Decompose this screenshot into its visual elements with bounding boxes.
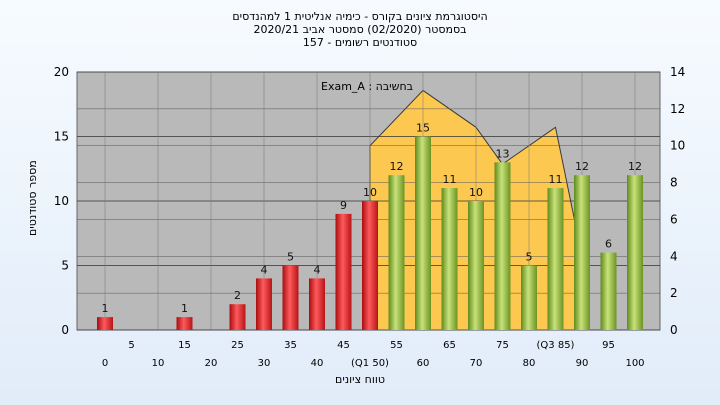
- x-tick-label-lower: 60: [417, 358, 430, 369]
- bar-label-100: 12: [628, 160, 642, 173]
- x-tick-label-lower: 0: [102, 358, 108, 369]
- y2-tick-label: 6: [670, 212, 678, 226]
- bar-label-45: 9: [340, 199, 347, 212]
- x-tick-label-upper: 15: [178, 340, 191, 351]
- bar-label-55: 12: [390, 160, 404, 173]
- x-tick-label-upper: 95: [602, 340, 615, 351]
- bar-label-0: 1: [102, 302, 109, 315]
- bar-75: [494, 162, 511, 330]
- bar-85: [547, 188, 564, 330]
- bar-label-25: 2: [234, 289, 241, 302]
- y-axis-label: מספר סטודנטים: [26, 160, 39, 236]
- y2-tick-label: 4: [670, 249, 678, 263]
- chart-subtitle-semester: בסמסטר (02/2020) סמסטר אביב 2020/21: [253, 23, 467, 36]
- y-tick-label: 0: [61, 323, 69, 337]
- bar-45: [335, 213, 352, 330]
- bar-label-40: 4: [314, 263, 321, 276]
- bar-50: [362, 201, 378, 330]
- bar-90: [574, 175, 590, 330]
- x-tick-label-upper: 45: [337, 340, 350, 351]
- x-tick-label-lower: 90: [576, 358, 589, 369]
- x-tick-label-upper: (Q3 85): [537, 340, 575, 351]
- bar-label-15: 1: [181, 302, 188, 315]
- bar-70: [468, 201, 484, 330]
- bar-label-70: 10: [469, 186, 483, 199]
- bar-30: [256, 278, 272, 330]
- bar-60: [415, 136, 431, 330]
- bar-15: [176, 317, 193, 330]
- x-tick-label-upper: 5: [128, 340, 134, 351]
- y2-tick-label: 0: [670, 323, 678, 337]
- x-tick-label-lower: 40: [311, 358, 324, 369]
- bar-label-80: 5: [526, 251, 533, 264]
- y-tick-label: 10: [54, 194, 69, 208]
- chart-title: היסטוגרמת ציונים בקורס - כימיה אנליטית 1…: [232, 10, 488, 23]
- bar-55: [388, 175, 405, 330]
- x-tick-label-upper: 65: [443, 340, 456, 351]
- x-tick-label-upper: 35: [284, 340, 297, 351]
- bar-35: [282, 265, 299, 330]
- x-tick-label-upper: 25: [231, 340, 244, 351]
- x-tick-label-upper: 55: [390, 340, 403, 351]
- bar-label-65: 11: [443, 173, 457, 186]
- chart-subtitle-registered: סטודנטים רשומים - 157: [302, 36, 418, 49]
- y-tick-label: 20: [54, 65, 69, 79]
- y2-tick-label: 12: [670, 102, 685, 116]
- x-tick-label-lower: 80: [523, 358, 536, 369]
- bar-label-50: 10: [363, 186, 377, 199]
- bar-label-75: 13: [496, 147, 510, 160]
- bar-label-30: 4: [261, 263, 268, 276]
- exam-annotation: Exam_A : בחשיבה: [321, 80, 413, 93]
- bar-label-60: 15: [416, 122, 430, 135]
- x-tick-label-lower: (Q1 50): [351, 358, 389, 369]
- bar-25: [229, 304, 246, 330]
- bar-0: [97, 317, 113, 330]
- bar-40: [309, 278, 325, 330]
- bar-label-95: 6: [605, 238, 612, 251]
- y2-tick-label: 2: [670, 286, 678, 300]
- bar-80: [521, 265, 537, 330]
- x-tick-label-lower: 10: [152, 358, 165, 369]
- y-tick-label: 5: [61, 259, 69, 273]
- bar-100: [627, 175, 643, 330]
- y2-tick-label: 14: [670, 65, 685, 79]
- x-tick-label-lower: 20: [205, 358, 218, 369]
- y2-tick-label: 10: [670, 139, 685, 153]
- bar-label-90: 12: [575, 160, 589, 173]
- x-tick-label-lower: 30: [258, 358, 271, 369]
- x-tick-label-lower: 70: [470, 358, 483, 369]
- x-axis-label: טווח ציונים: [335, 373, 385, 386]
- y-tick-label: 15: [54, 130, 69, 144]
- y2-tick-label: 8: [670, 176, 678, 190]
- bar-95: [600, 252, 617, 330]
- bar-65: [441, 188, 458, 330]
- x-tick-label-upper: 75: [496, 340, 509, 351]
- bar-label-35: 5: [287, 251, 294, 264]
- bar-label-85: 11: [549, 173, 563, 186]
- x-tick-label-lower: 100: [625, 358, 644, 369]
